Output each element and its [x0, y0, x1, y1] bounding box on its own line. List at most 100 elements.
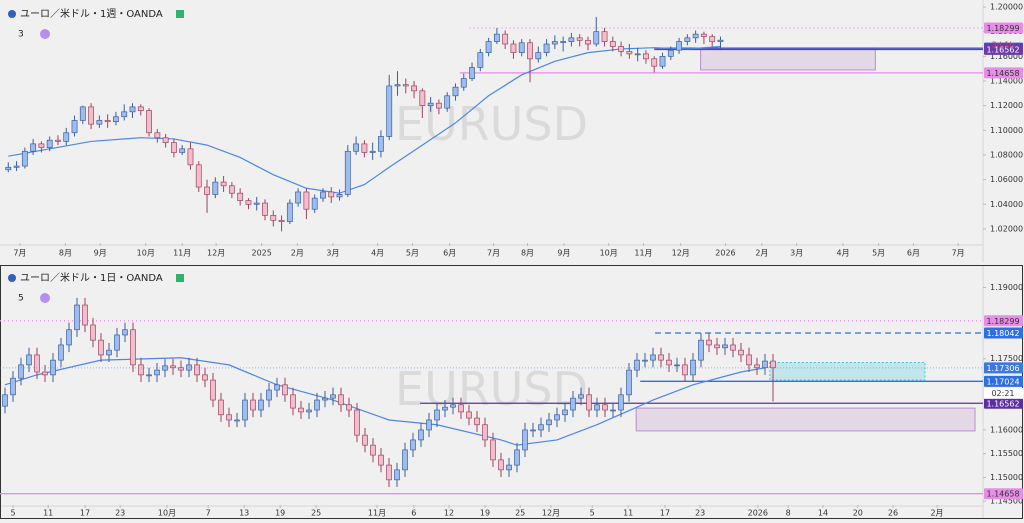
- x-tick-label: 2月: [755, 249, 768, 258]
- level-badge: 1.18299: [986, 24, 1019, 33]
- y-tick-label: 1.06000: [990, 175, 1023, 184]
- candle-body: [63, 132, 70, 142]
- level-badge: 1.16562: [986, 399, 1019, 408]
- candle-body: [551, 41, 558, 45]
- candle-body: [58, 344, 64, 361]
- candle-body: [538, 424, 544, 431]
- candle-body: [435, 102, 442, 109]
- candle-body: [543, 43, 550, 53]
- candle-body: [754, 364, 760, 369]
- x-tick-label: 6: [411, 509, 416, 518]
- candle-body: [410, 439, 416, 451]
- candle-body: [626, 51, 633, 55]
- x-tick-label: 25: [515, 509, 525, 518]
- candle-body: [354, 409, 360, 436]
- candle-body: [266, 389, 272, 401]
- x-tick-label: 12: [444, 509, 454, 518]
- candle-body: [320, 191, 326, 199]
- x-tick-label: 11: [623, 509, 633, 518]
- candle-body: [554, 414, 560, 421]
- candle-body: [643, 53, 649, 60]
- x-tick-label: 4月: [836, 249, 849, 258]
- candle-body: [286, 202, 293, 222]
- x-tick-label: 19: [275, 509, 285, 518]
- candle-body: [746, 354, 752, 366]
- indicator-icon[interactable]: [40, 293, 50, 303]
- x-tick-label: 5: [10, 509, 15, 518]
- countdown: 3d 1h: [992, 40, 1015, 49]
- candle-body: [426, 419, 432, 431]
- candle-body: [560, 41, 567, 43]
- x-tick-label: 10月: [600, 249, 618, 258]
- x-tick-label: 9月: [557, 249, 570, 258]
- x-tick-label: 11月: [173, 249, 191, 258]
- x-tick-label: 11月: [368, 509, 386, 518]
- candle-body: [546, 419, 552, 426]
- y-tick-label: 1.12000: [990, 101, 1023, 110]
- symbol-icon: [8, 274, 16, 282]
- candle-body: [258, 399, 264, 411]
- zone: [769, 362, 926, 381]
- candle-body: [314, 399, 320, 411]
- candle-body: [114, 334, 120, 351]
- last-price-badge-bg: [984, 362, 1023, 374]
- x-tick-label: 2月: [930, 509, 943, 518]
- candle-body: [298, 407, 304, 413]
- x-tick-label: 3月: [790, 249, 803, 258]
- candle-body: [770, 360, 776, 369]
- x-tick-label: 10月: [137, 249, 155, 258]
- candle-body: [527, 42, 533, 60]
- candle-body: [485, 41, 492, 53]
- candle-body: [714, 344, 720, 349]
- candle-body: [71, 120, 78, 134]
- candle-body: [237, 192, 244, 201]
- candle-body: [674, 364, 680, 367]
- candle-body: [154, 132, 161, 139]
- candle-body: [477, 52, 484, 68]
- indicator-icon[interactable]: [40, 29, 50, 39]
- y-tick-label: 1.19000: [990, 283, 1023, 292]
- candle-body: [322, 397, 328, 401]
- candle-body: [701, 33, 707, 37]
- candle-body: [498, 459, 504, 471]
- candle-body: [129, 106, 136, 113]
- candle-body: [482, 424, 488, 441]
- candle-body: [250, 399, 256, 411]
- x-tick-label: 2025: [252, 249, 272, 258]
- x-tick-label: 10月: [158, 509, 176, 518]
- x-tick-label: 13: [239, 509, 249, 518]
- candle-body: [282, 384, 288, 396]
- candle-body: [460, 78, 467, 88]
- y-tick-label: 1.17500: [990, 354, 1023, 363]
- candle-body: [234, 419, 240, 422]
- y-tick-label: 1.20000: [990, 3, 1023, 12]
- candle-body: [121, 111, 128, 118]
- x-tick-label: 4月: [371, 249, 384, 258]
- candle-body: [146, 374, 152, 377]
- candle-body: [194, 364, 200, 376]
- candle-body: [474, 417, 480, 426]
- candle-body: [88, 106, 95, 125]
- candle-body: [411, 85, 417, 92]
- zone: [635, 407, 976, 432]
- x-tick-label: 14: [818, 509, 828, 518]
- candle-body: [362, 434, 368, 446]
- indicator-period: 3: [18, 30, 24, 40]
- candle-body: [270, 215, 277, 221]
- candle-body: [450, 404, 456, 408]
- countdown: 02:21: [991, 389, 1014, 398]
- candle-body: [130, 329, 136, 366]
- candle-body: [510, 43, 517, 53]
- candle-body: [306, 409, 312, 413]
- x-tick-label: 2026: [715, 249, 735, 258]
- y-tick-label: 1.16000: [990, 425, 1023, 434]
- x-tick-label: 19: [480, 509, 490, 518]
- level-badge: 1.14658: [986, 69, 1019, 78]
- candle-body: [90, 324, 96, 341]
- candle-body: [535, 52, 542, 60]
- candle-body: [651, 58, 658, 67]
- candle-body: [330, 394, 336, 399]
- candle-body: [274, 384, 280, 391]
- candle-body: [290, 394, 296, 409]
